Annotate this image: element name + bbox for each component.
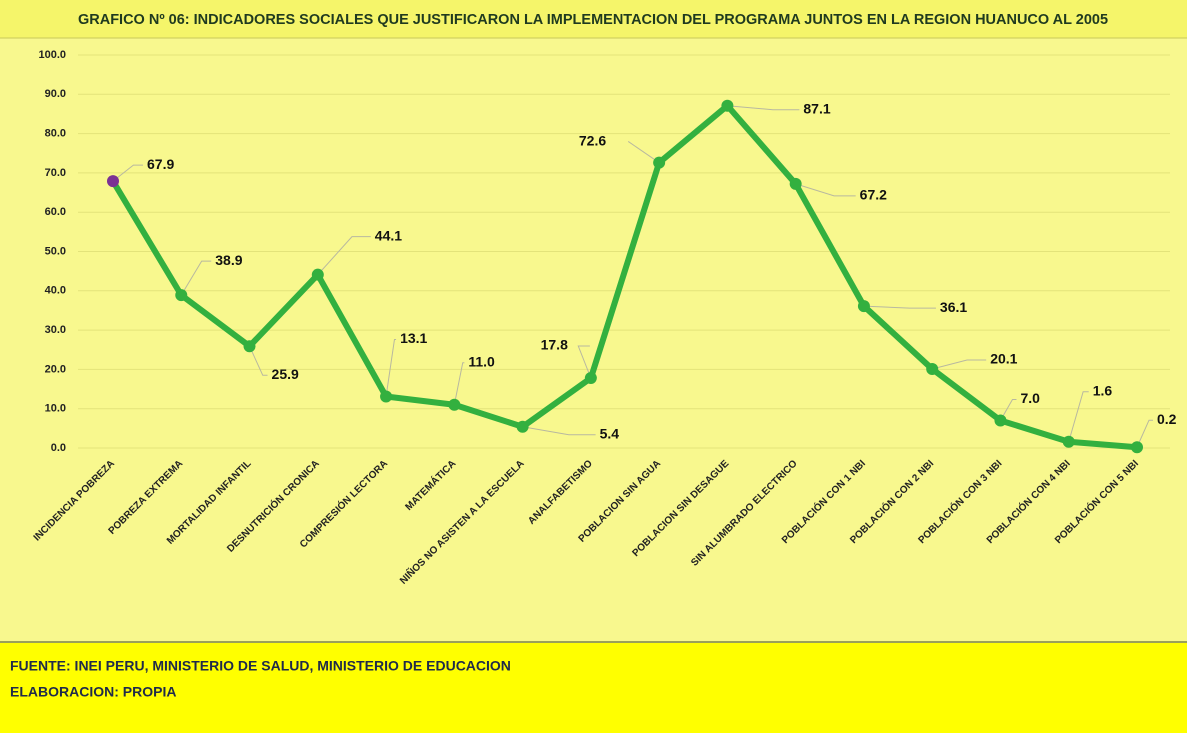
marker xyxy=(243,340,256,353)
data-label: 7.0 xyxy=(1020,390,1040,406)
leader-line xyxy=(522,426,596,436)
leader-line xyxy=(249,346,268,376)
y-tick-label: 0.0 xyxy=(51,442,66,454)
y-tick-label: 30.0 xyxy=(45,324,66,336)
leader-line xyxy=(727,105,800,111)
marker xyxy=(926,363,939,376)
leader-line xyxy=(1136,419,1153,448)
y-tick-label: 70.0 xyxy=(45,167,66,179)
data-line xyxy=(110,102,1138,451)
y-tick-label: 20.0 xyxy=(45,363,66,375)
leader-line xyxy=(180,260,212,296)
leader-line xyxy=(628,141,660,164)
data-label: 38.9 xyxy=(215,252,242,268)
marker xyxy=(857,300,870,313)
marker xyxy=(994,414,1007,427)
chart-title: GRAFICO Nº 06: INDICADORES SOCIALES QUE … xyxy=(78,12,1108,28)
marker xyxy=(789,177,802,190)
marker xyxy=(448,398,461,411)
leader-line xyxy=(1000,398,1017,421)
data-label: 87.1 xyxy=(803,100,830,116)
leader-line xyxy=(1068,391,1089,442)
leader-line xyxy=(453,362,465,405)
y-tick-label: 90.0 xyxy=(45,88,66,100)
leader-line xyxy=(577,345,592,379)
data-label: 72.6 xyxy=(579,132,606,148)
marker xyxy=(516,420,529,433)
data-label: 36.1 xyxy=(940,299,967,315)
y-tick-label: 40.0 xyxy=(45,285,66,297)
data-label: 25.9 xyxy=(272,366,299,382)
y-tick-label: 10.0 xyxy=(45,403,66,415)
marker xyxy=(107,175,119,188)
footnote: ELABORACION: PROPIA xyxy=(10,684,176,700)
y-tick-label: 80.0 xyxy=(45,128,66,140)
marker xyxy=(175,289,188,302)
marker xyxy=(1131,441,1143,454)
marker xyxy=(653,156,666,169)
y-tick-label: 60.0 xyxy=(45,206,66,218)
marker xyxy=(380,390,393,403)
marker xyxy=(1062,435,1075,448)
footer-band xyxy=(0,643,1187,733)
marker xyxy=(311,268,324,281)
leader-line xyxy=(385,339,397,397)
data-label: 67.2 xyxy=(860,187,887,203)
leader-line xyxy=(112,164,143,182)
data-label: 13.1 xyxy=(400,330,427,346)
leader-line xyxy=(932,359,987,370)
title-band xyxy=(0,0,1187,38)
data-label: 11.0 xyxy=(468,353,495,369)
y-tick-label: 50.0 xyxy=(45,245,66,257)
footnote: FUENTE: INEI PERU, MINISTERIO DE SALUD, … xyxy=(10,658,511,674)
data-label: 0.2 xyxy=(1157,411,1177,427)
data-label: 44.1 xyxy=(375,227,402,243)
leader-line xyxy=(317,236,371,276)
leader-line xyxy=(795,183,856,197)
y-tick-label: 100.0 xyxy=(38,49,66,61)
data-label: 67.9 xyxy=(147,156,174,172)
marker xyxy=(721,99,734,112)
data-label: 20.1 xyxy=(990,351,1017,367)
data-label: 17.8 xyxy=(541,337,568,353)
leader-line xyxy=(863,305,936,309)
data-label: 1.6 xyxy=(1093,382,1113,398)
data-label: 5.4 xyxy=(600,425,620,441)
marker xyxy=(584,372,597,385)
